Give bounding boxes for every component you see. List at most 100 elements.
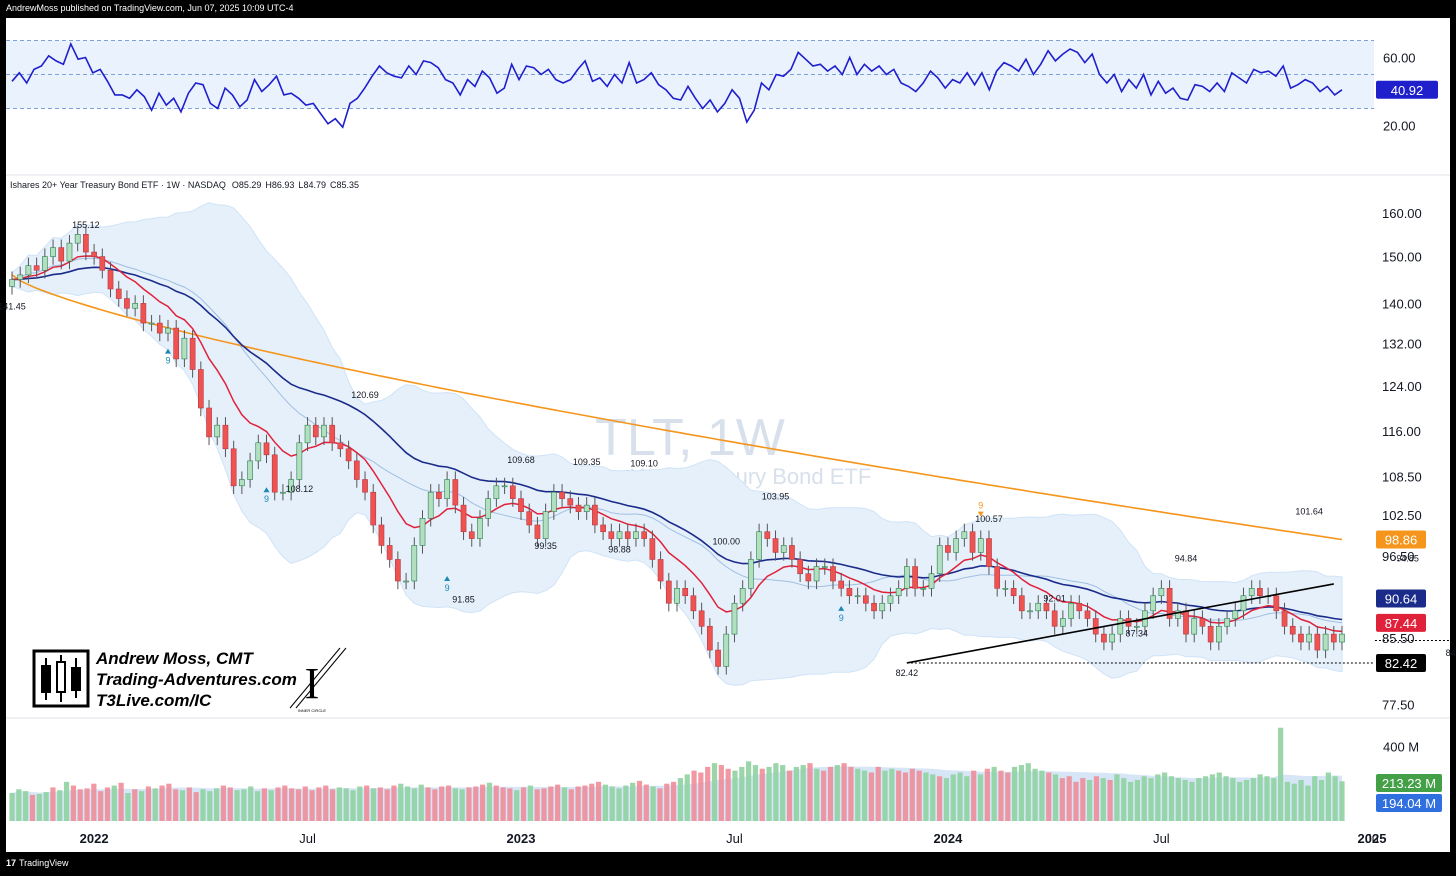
volume-bar — [609, 786, 615, 821]
volume-bar — [289, 788, 295, 821]
volume-bar — [173, 789, 179, 821]
price-annotation: 141.45 — [0, 301, 26, 311]
candle-body — [1314, 633, 1321, 651]
price-tag-box — [1376, 613, 1426, 632]
volume-bar — [691, 770, 697, 821]
time-tick-label: 2024 — [933, 831, 963, 846]
candle-body — [764, 531, 771, 539]
price-annotation: 91.85 — [452, 594, 475, 604]
author-site[interactable]: Trading-Adventures.com — [96, 670, 297, 689]
time-tick-label: 2025 — [1358, 831, 1387, 846]
candle-body — [715, 649, 721, 667]
price-annotation: 94.84 — [1175, 554, 1198, 564]
candle-body — [583, 504, 590, 512]
volume-tag-box — [1376, 774, 1442, 792]
volume-bar — [1223, 776, 1229, 821]
volume-bar — [200, 789, 206, 821]
chart-canvas[interactable]: 60.00 20.00 40.92 TLT, 1W Ishares 20+ Year… — [0, 18, 1456, 852]
volume-bar — [534, 789, 540, 821]
price-tick-label: 124.00 — [1382, 379, 1422, 394]
candle-body — [115, 288, 122, 299]
volume-bar — [63, 781, 70, 821]
candle-body — [66, 242, 73, 262]
price-annotation: 84.89 — [1446, 648, 1456, 658]
candle-body — [1068, 602, 1074, 619]
candle-body — [797, 559, 803, 575]
volume-bar — [309, 790, 315, 821]
candle-body — [296, 442, 303, 480]
candle-body — [1084, 610, 1091, 619]
volume-bar — [1059, 778, 1065, 821]
candle-body — [616, 531, 623, 539]
volume-bar — [636, 780, 643, 821]
candle-body — [682, 588, 689, 597]
bollinger-band — [11, 202, 1343, 686]
volume-bar — [57, 790, 63, 821]
legend-open: 85.29 — [239, 180, 262, 190]
candle-body — [936, 545, 943, 575]
volume-bar — [1284, 781, 1291, 821]
volume-bar — [295, 789, 302, 821]
volume-bar — [725, 768, 731, 821]
volume-bar — [616, 788, 622, 821]
price-annotation: 108.12 — [286, 484, 314, 494]
candle-body — [534, 524, 541, 539]
volume-bar — [1291, 783, 1297, 821]
volume-bar — [561, 787, 568, 821]
candle-body — [452, 479, 459, 506]
volume-bar — [118, 782, 124, 821]
author-name: Andrew Moss, CMT — [95, 649, 254, 668]
volume-bar — [1107, 779, 1113, 821]
svg-text:INNER CIRCLE: INNER CIRCLE — [298, 708, 327, 713]
volume-bar — [786, 770, 793, 821]
candle-body — [345, 448, 352, 462]
legend-low: 84.79 — [303, 180, 326, 190]
candle-body — [1257, 588, 1263, 597]
candle-body — [633, 531, 639, 539]
published-label: AndrewMoss published on TradingView.com,… — [6, 3, 294, 13]
volume-bar — [541, 788, 547, 821]
rsi-pane: 60.00 20.00 40.92 — [6, 40, 1438, 134]
price-annotation: 98.88 — [608, 544, 631, 554]
candle-body — [1199, 618, 1206, 627]
candle-body — [156, 322, 163, 334]
volume-bar — [104, 787, 111, 821]
volume-bar — [998, 770, 1004, 821]
volume-bar — [193, 792, 199, 821]
candle-body — [592, 504, 598, 526]
volume-bar — [370, 788, 377, 821]
author-link[interactable]: T3Live.com/IC — [96, 691, 212, 710]
candle-body — [288, 479, 294, 493]
candle-body — [1183, 610, 1189, 635]
candle-body — [1298, 633, 1304, 643]
volume-bar — [821, 770, 827, 821]
candle-body — [731, 602, 738, 635]
time-tick-label: Jul — [726, 831, 743, 846]
candle-body — [411, 545, 418, 582]
tradingview-footer[interactable]: 17 TradingView — [6, 858, 69, 868]
volume-bar — [1018, 765, 1025, 821]
candle-body — [1216, 625, 1222, 643]
candle-body — [928, 573, 935, 589]
candle-body — [1117, 618, 1124, 635]
volume-bar — [1312, 776, 1318, 821]
candle-body — [509, 485, 516, 499]
volume-bar — [268, 790, 274, 821]
volume-bar — [711, 763, 718, 821]
candle-body — [1101, 633, 1107, 643]
volume-bar — [623, 785, 629, 821]
legend-symbol: Ishares 20+ Year Treasury Bond ETF · 1W … — [10, 180, 226, 190]
candle-body — [304, 424, 311, 444]
candle-body — [148, 322, 155, 325]
volume-bar — [834, 765, 840, 821]
candle-body — [912, 566, 918, 589]
volume-bar — [800, 765, 806, 821]
td-count-label: 9 — [839, 613, 844, 623]
volume-bar — [848, 766, 854, 821]
rsi-tick-label: 60.00 — [1383, 51, 1416, 66]
candle-body — [1002, 588, 1009, 590]
price-tag-label: 98.86 — [1385, 533, 1418, 548]
volume-bar — [404, 786, 411, 821]
volume-bar — [909, 768, 915, 821]
